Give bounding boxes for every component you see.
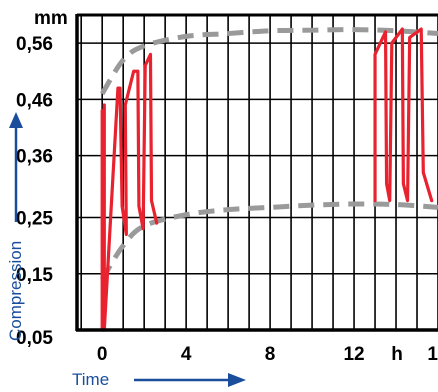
x-tick-label: 0 — [97, 344, 108, 365]
envelope-curves — [100, 27, 438, 281]
compression-cycles-late — [373, 27, 434, 203]
tick-labels: 0,05 0,15 0,25 0,36 0,46 0,56 mm 0 4 8 12 16 h — [16, 8, 438, 365]
y-tick-label: 0,46 — [16, 90, 53, 111]
y-tick-label: 0,36 — [16, 147, 53, 168]
series-layer — [100, 27, 434, 332]
axes — [75, 13, 438, 332]
axis-labels: Compression Time — [6, 112, 246, 389]
y-axis-title: Compression — [6, 241, 25, 341]
upper-envelope-curve — [100, 27, 438, 96]
y-tick-label: 0,25 — [16, 209, 53, 230]
y-tick-label: 0,56 — [16, 34, 53, 55]
x-tick-label: 8 — [265, 344, 276, 365]
x-tick-label: 4 — [181, 344, 192, 365]
y-unit-label: mm — [34, 8, 68, 29]
y-tick-label: 0,05 — [16, 328, 53, 349]
lower-envelope-curve — [100, 201, 438, 281]
compression-cycles-early — [100, 52, 159, 332]
grid — [77, 15, 438, 331]
x-axis-title: Time — [72, 370, 109, 387]
x-axis-arrow-head — [228, 373, 246, 387]
x-tick-label: 12 — [343, 344, 364, 365]
y-axis-arrow-head — [9, 112, 23, 128]
y-tick-label: 0,15 — [16, 265, 53, 286]
x-unit-label: h — [391, 344, 403, 365]
x-tick-label: 16 — [427, 344, 438, 365]
